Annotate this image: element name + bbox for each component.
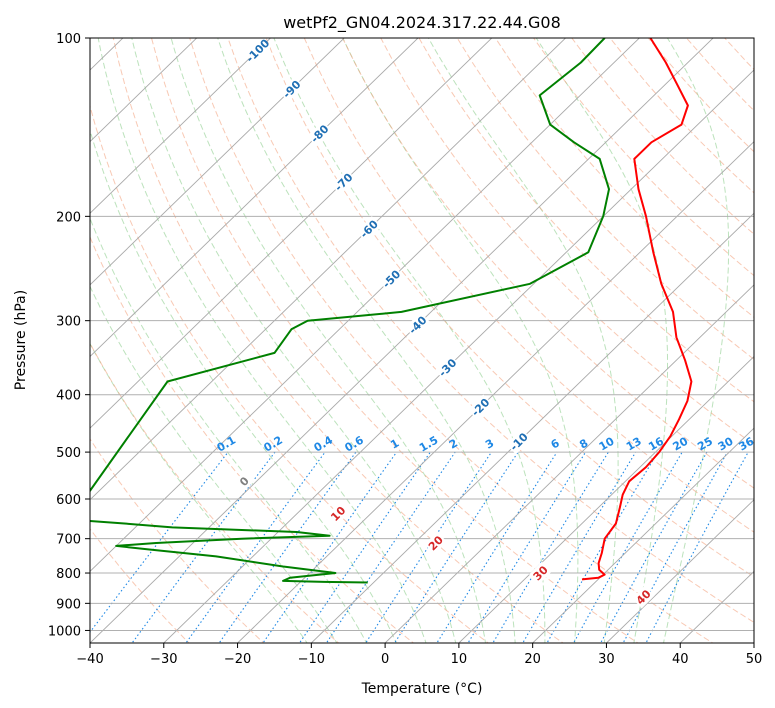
pressure-gridlines [90, 38, 754, 631]
y-tick-label: 200 [56, 210, 81, 225]
x-tick-label: 20 [524, 652, 541, 667]
y-tick-label: 400 [56, 389, 81, 404]
y-tick-label: 700 [56, 533, 81, 548]
dry-adiabat-label-background [529, 561, 552, 585]
isotherm-line [532, 427, 754, 643]
x-tick-label: 40 [672, 652, 689, 667]
y-axis-ticks: 100 200 300 400 500 600 700 800 900 1000 [48, 32, 90, 639]
dry-adiabat-line [90, 528, 190, 643]
y-tick-label: 1000 [48, 624, 81, 639]
isotherm-label-background [244, 38, 271, 64]
dry-adiabat-label-background [424, 531, 447, 555]
dry-adiabat-line [150, 38, 639, 643]
isotherm-label-background [378, 266, 405, 292]
dry-adiabat-label-background [326, 502, 350, 525]
plot-area: 0.10.20.40.611.52346810131620253036-100-… [90, 38, 757, 643]
dry-adiabat-line [265, 38, 754, 578]
y-tick-label: 800 [56, 567, 81, 582]
chart-title: wetPf2_GN04.2024.317.22.44.G08 [283, 13, 561, 33]
mixing-ratio-line [467, 451, 587, 643]
x-tick-label: 30 [598, 652, 615, 667]
x-tick-label: 50 [746, 652, 763, 667]
temperature-trace [581, 38, 693, 581]
isotherm-label-background [306, 120, 333, 147]
isotherm-label-background [356, 216, 382, 242]
dry-adiabat-line [112, 38, 564, 643]
isotherm-line [311, 212, 754, 643]
x-tick-label: −40 [76, 652, 103, 667]
mixing-ratio-line [262, 451, 398, 643]
plot-frame [89, 37, 755, 644]
isotherm-label-background [467, 394, 494, 420]
isotherm-line [90, 38, 493, 429]
dewpoint-trace [90, 38, 610, 584]
dry-adiabat-line [90, 104, 490, 643]
mixing-ratio-lines [90, 451, 749, 643]
mixing-ratio-line [522, 451, 637, 643]
mixing-ratio-line [546, 451, 659, 643]
isotherm-label-background [278, 76, 305, 102]
dry-adiabat-label-background [631, 585, 655, 609]
x-tick-label: −30 [150, 652, 177, 667]
x-tick-label: 10 [451, 652, 468, 667]
isotherm-line [90, 38, 419, 358]
y-tick-label: 300 [56, 315, 81, 330]
dry-adiabat-label-background [232, 469, 256, 493]
mixing-ratio-line [365, 451, 492, 643]
dry-adiabat-line [456, 38, 754, 360]
isotherm-line [90, 38, 198, 143]
y-tick-label: 600 [56, 493, 81, 508]
x-tick-label: −20 [224, 652, 251, 667]
isotherm-line [90, 38, 272, 214]
isotherm-label-background [404, 312, 431, 338]
y-tick-label: 900 [56, 597, 81, 612]
isotherm-line [90, 38, 567, 501]
isotherm-label-background [506, 428, 532, 455]
x-axis-ticks: −40 −30 −20 −10 0 10 20 30 40 50 [76, 643, 762, 667]
dry-adiabat-line [303, 38, 754, 533]
moist-adiabat-line [342, 38, 579, 643]
dry-adiabat-line [189, 38, 714, 643]
moist-adiabat-line [217, 38, 516, 643]
moist-adiabat-line [170, 38, 487, 643]
x-axis-label: Temperature (°C) [361, 681, 483, 697]
mixing-ratio-line [185, 451, 326, 643]
x-tick-label: 0 [381, 652, 389, 667]
isotherm-line [606, 499, 754, 643]
y-axis-label: Pressure (hPa) [13, 290, 29, 390]
dry-adiabat-line [418, 38, 754, 403]
mixing-ratio-label: 36 [737, 434, 757, 453]
isotherm-line [237, 140, 754, 643]
mixing-ratio-line [645, 451, 749, 643]
isotherm-label-background [330, 169, 357, 195]
mixing-ratio-line [298, 451, 431, 643]
dry-adiabat-line [90, 342, 340, 643]
y-tick-label: 500 [56, 446, 81, 461]
mixing-ratio-line [393, 451, 519, 643]
mixing-ratio-line [436, 451, 558, 643]
dry-adiabat-line [90, 438, 265, 643]
dry-adiabats [90, 38, 754, 643]
isotherm-line [90, 38, 714, 643]
mixing-ratio-line [622, 451, 728, 643]
moist-adiabat-line [662, 38, 730, 643]
mixing-ratio-line [325, 451, 456, 643]
isotherm-line [384, 284, 754, 643]
mixing-ratio-line [218, 451, 357, 643]
x-tick-label: −10 [298, 652, 325, 667]
moist-adiabat-line [273, 38, 546, 643]
y-tick-label: 100 [56, 32, 81, 47]
moist-adiabat-line [131, 38, 457, 643]
moist-adiabat-line [427, 38, 619, 643]
isotherm-line [163, 69, 754, 643]
isotherm-line [458, 355, 754, 643]
sounding-traces [90, 38, 693, 584]
isotherm-line [90, 38, 641, 572]
isotherm-label-background [434, 354, 461, 381]
